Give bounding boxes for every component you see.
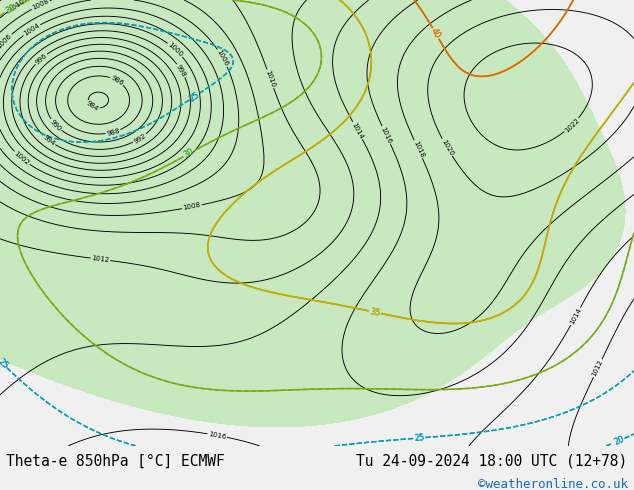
Text: 1018: 1018 xyxy=(412,140,425,159)
Text: 25: 25 xyxy=(188,90,201,103)
Text: 998: 998 xyxy=(175,63,187,78)
Text: 40: 40 xyxy=(429,26,443,40)
Text: 30: 30 xyxy=(182,147,196,160)
Text: 30: 30 xyxy=(3,3,17,16)
Text: 35: 35 xyxy=(369,307,381,318)
Text: 1008: 1008 xyxy=(183,202,201,212)
Text: 35: 35 xyxy=(369,307,381,318)
Text: 996: 996 xyxy=(34,52,48,66)
Text: 25: 25 xyxy=(414,433,425,443)
Text: 25: 25 xyxy=(188,90,201,103)
Text: 990: 990 xyxy=(49,118,63,132)
Text: 992: 992 xyxy=(133,132,147,145)
Text: 25: 25 xyxy=(0,357,10,370)
Text: 1022: 1022 xyxy=(563,117,580,133)
Text: 1008: 1008 xyxy=(31,0,50,11)
Text: 25: 25 xyxy=(414,433,425,443)
Text: 20: 20 xyxy=(612,435,625,447)
Text: 1016: 1016 xyxy=(380,126,393,145)
Text: 988: 988 xyxy=(106,127,120,137)
Text: 1014: 1014 xyxy=(569,307,583,326)
Text: 30: 30 xyxy=(182,147,196,160)
Text: 1010: 1010 xyxy=(264,69,276,88)
Text: 986: 986 xyxy=(110,74,124,87)
Text: 1014: 1014 xyxy=(351,121,365,140)
Text: 30: 30 xyxy=(3,3,17,16)
Text: Theta-e 850hPa [°C] ECMWF: Theta-e 850hPa [°C] ECMWF xyxy=(6,454,225,469)
Text: 1020: 1020 xyxy=(440,138,454,157)
Text: 1004: 1004 xyxy=(23,23,41,37)
Text: 1010: 1010 xyxy=(8,0,26,13)
Text: 1002: 1002 xyxy=(13,150,30,166)
Text: ©weatheronline.co.uk: ©weatheronline.co.uk xyxy=(477,478,628,490)
Text: 20: 20 xyxy=(612,435,625,447)
Text: 984: 984 xyxy=(85,100,100,113)
Text: 25: 25 xyxy=(0,357,10,370)
Text: 1006: 1006 xyxy=(0,33,13,49)
Text: 994: 994 xyxy=(42,134,56,147)
Text: 1006: 1006 xyxy=(216,49,230,68)
Text: 1016: 1016 xyxy=(208,431,226,440)
Text: Tu 24-09-2024 18:00 UTC (12+78): Tu 24-09-2024 18:00 UTC (12+78) xyxy=(356,454,628,469)
Text: 40: 40 xyxy=(429,26,443,40)
Text: 1000: 1000 xyxy=(167,42,184,58)
Text: 1012: 1012 xyxy=(591,359,604,377)
Text: 1012: 1012 xyxy=(91,255,110,264)
